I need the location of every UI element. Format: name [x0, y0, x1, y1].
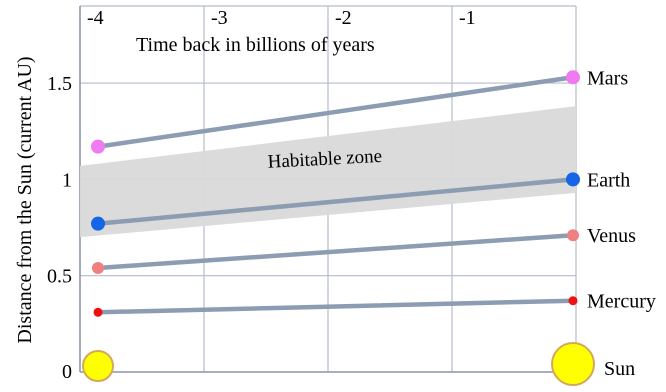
x-tick-label: -4: [87, 7, 104, 29]
series-lines: [95, 75, 576, 315]
y-axis-title: Distance from the Sun (current AU): [14, 56, 36, 343]
series-line: [95, 298, 576, 315]
series-line: [95, 75, 576, 149]
series-label: Earth: [587, 169, 630, 191]
series-label: Mars: [587, 67, 628, 89]
habitable-zone-band: [80, 106, 576, 238]
sun-marker: [82, 350, 114, 382]
x-tick-label: -1: [459, 7, 476, 29]
sun-label: Sun: [604, 358, 635, 380]
axis-ticks: -4 -3 -2 -1 0 0.5 1 1.5: [47, 7, 476, 383]
series-line: [95, 232, 576, 271]
y-tick-label: 1: [62, 169, 72, 191]
data-point: [566, 70, 580, 85]
y-tick-label: 1.5: [47, 73, 72, 95]
data-point: [93, 307, 103, 317]
sun-marker: [551, 342, 595, 386]
data-point: [566, 172, 580, 187]
habitable-zone-band-layer: Habitable zone: [80, 106, 576, 238]
data-point: [92, 261, 104, 274]
x-tick-label: -3: [211, 7, 228, 29]
data-point: [91, 139, 105, 154]
x-tick-label: -2: [335, 7, 352, 29]
x-axis-title: Time back in billions of years: [136, 34, 375, 56]
data-point: [567, 229, 579, 242]
series-markers: [82, 70, 595, 386]
data-point: [568, 296, 578, 306]
series-labels: Mars Earth Venus Mercury Sun: [587, 67, 656, 380]
y-tick-label: 0.5: [47, 266, 72, 288]
series-label: Venus: [587, 225, 636, 247]
series-line: [95, 177, 576, 226]
data-point: [91, 216, 105, 231]
y-tick-label: 0: [62, 361, 72, 383]
series-label: Mercury: [587, 291, 656, 313]
